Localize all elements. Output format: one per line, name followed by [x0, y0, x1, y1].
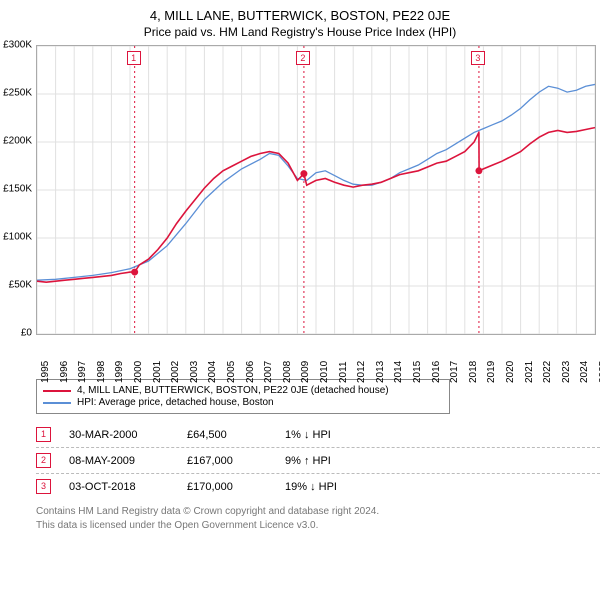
plot-area	[36, 45, 596, 335]
x-tick-label: 2011	[338, 361, 349, 383]
chart-marker-box: 1	[127, 51, 141, 65]
transaction-vs-hpi: 19% ↓ HPI	[285, 481, 395, 493]
table-row: 2 08-MAY-2009 £167,000 9% ↑ HPI	[36, 447, 600, 473]
x-tick-label: 2003	[189, 361, 200, 383]
title-block: 4, MILL LANE, BUTTERWICK, BOSTON, PE22 0…	[0, 0, 600, 39]
transaction-marker-box: 2	[36, 453, 51, 468]
x-tick-label: 2012	[356, 361, 367, 383]
x-tick-label: 2006	[245, 361, 256, 383]
transaction-vs-hpi: 9% ↑ HPI	[285, 455, 395, 467]
x-tick-label: 2000	[133, 361, 144, 383]
y-tick-label: £50K	[9, 280, 32, 291]
title-subtitle: Price paid vs. HM Land Registry's House …	[0, 25, 600, 39]
legend-label: 4, MILL LANE, BUTTERWICK, BOSTON, PE22 0…	[77, 385, 389, 396]
y-tick-label: £200K	[3, 136, 32, 147]
legend-label: HPI: Average price, detached house, Bost…	[77, 397, 274, 408]
legend-item-hpi: HPI: Average price, detached house, Bost…	[43, 397, 443, 408]
table-row: 3 03-OCT-2018 £170,000 19% ↓ HPI	[36, 473, 600, 499]
y-tick-label: £100K	[3, 232, 32, 243]
transaction-date: 08-MAY-2009	[69, 455, 169, 467]
x-tick-label: 2018	[468, 361, 479, 383]
x-tick-label: 1996	[59, 361, 70, 383]
transaction-date: 03-OCT-2018	[69, 481, 169, 493]
transaction-vs-hpi: 1% ↓ HPI	[285, 429, 395, 441]
x-tick-label: 2015	[412, 361, 423, 383]
x-tick-label: 2001	[152, 361, 163, 383]
x-tick-label: 2024	[579, 361, 590, 383]
transaction-date: 30-MAR-2000	[69, 429, 169, 441]
x-tick-label: 2010	[319, 361, 330, 383]
x-tick-label: 2009	[300, 361, 311, 383]
x-tick-label: 2022	[542, 361, 553, 383]
legend-swatch	[43, 402, 71, 404]
x-tick-label: 2005	[226, 361, 237, 383]
y-tick-label: £300K	[3, 40, 32, 51]
x-tick-label: 2004	[207, 361, 218, 383]
x-tick-label: 2017	[449, 361, 460, 383]
transaction-price: £170,000	[187, 481, 267, 493]
x-tick-label: 2021	[524, 361, 535, 383]
legend-item-property: 4, MILL LANE, BUTTERWICK, BOSTON, PE22 0…	[43, 385, 443, 396]
chart-marker-box: 2	[296, 51, 310, 65]
transactions-table: 1 30-MAR-2000 £64,500 1% ↓ HPI 2 08-MAY-…	[36, 422, 600, 499]
x-tick-label: 2013	[375, 361, 386, 383]
x-tick-label: 2008	[282, 361, 293, 383]
footer-line: Contains HM Land Registry data © Crown c…	[36, 505, 600, 519]
chart-container: 4, MILL LANE, BUTTERWICK, BOSTON, PE22 0…	[0, 0, 600, 540]
y-axis-labels: £0£50K£100K£150K£200K£250K£300K	[0, 45, 34, 375]
footer-line: This data is licensed under the Open Gov…	[36, 519, 600, 533]
y-tick-label: £150K	[3, 184, 32, 195]
transaction-marker-box: 3	[36, 479, 51, 494]
x-tick-label: 2014	[393, 361, 404, 383]
x-tick-label: 2023	[561, 361, 572, 383]
legend: 4, MILL LANE, BUTTERWICK, BOSTON, PE22 0…	[36, 379, 450, 414]
table-row: 1 30-MAR-2000 £64,500 1% ↓ HPI	[36, 422, 600, 447]
x-tick-label: 2002	[170, 361, 181, 383]
x-tick-label: 1998	[96, 361, 107, 383]
transaction-price: £167,000	[187, 455, 267, 467]
chart-area: £0£50K£100K£150K£200K£250K£300K 19951996…	[36, 45, 596, 375]
y-tick-label: £0	[21, 328, 32, 339]
x-tick-label: 2007	[263, 361, 274, 383]
transaction-marker-box: 1	[36, 427, 51, 442]
x-tick-label: 1999	[114, 361, 125, 383]
plot-svg	[37, 46, 595, 334]
x-tick-label: 2016	[431, 361, 442, 383]
y-tick-label: £250K	[3, 88, 32, 99]
title-address: 4, MILL LANE, BUTTERWICK, BOSTON, PE22 0…	[0, 8, 600, 23]
x-tick-label: 2020	[505, 361, 516, 383]
legend-swatch	[43, 390, 71, 392]
footer-attribution: Contains HM Land Registry data © Crown c…	[36, 505, 600, 540]
x-tick-label: 2019	[486, 361, 497, 383]
chart-marker-box: 3	[471, 51, 485, 65]
x-tick-label: 1995	[40, 361, 51, 383]
transaction-price: £64,500	[187, 429, 267, 441]
x-tick-label: 1997	[77, 361, 88, 383]
x-axis-labels: 1995199619971998199920002001200220032004…	[36, 337, 596, 377]
